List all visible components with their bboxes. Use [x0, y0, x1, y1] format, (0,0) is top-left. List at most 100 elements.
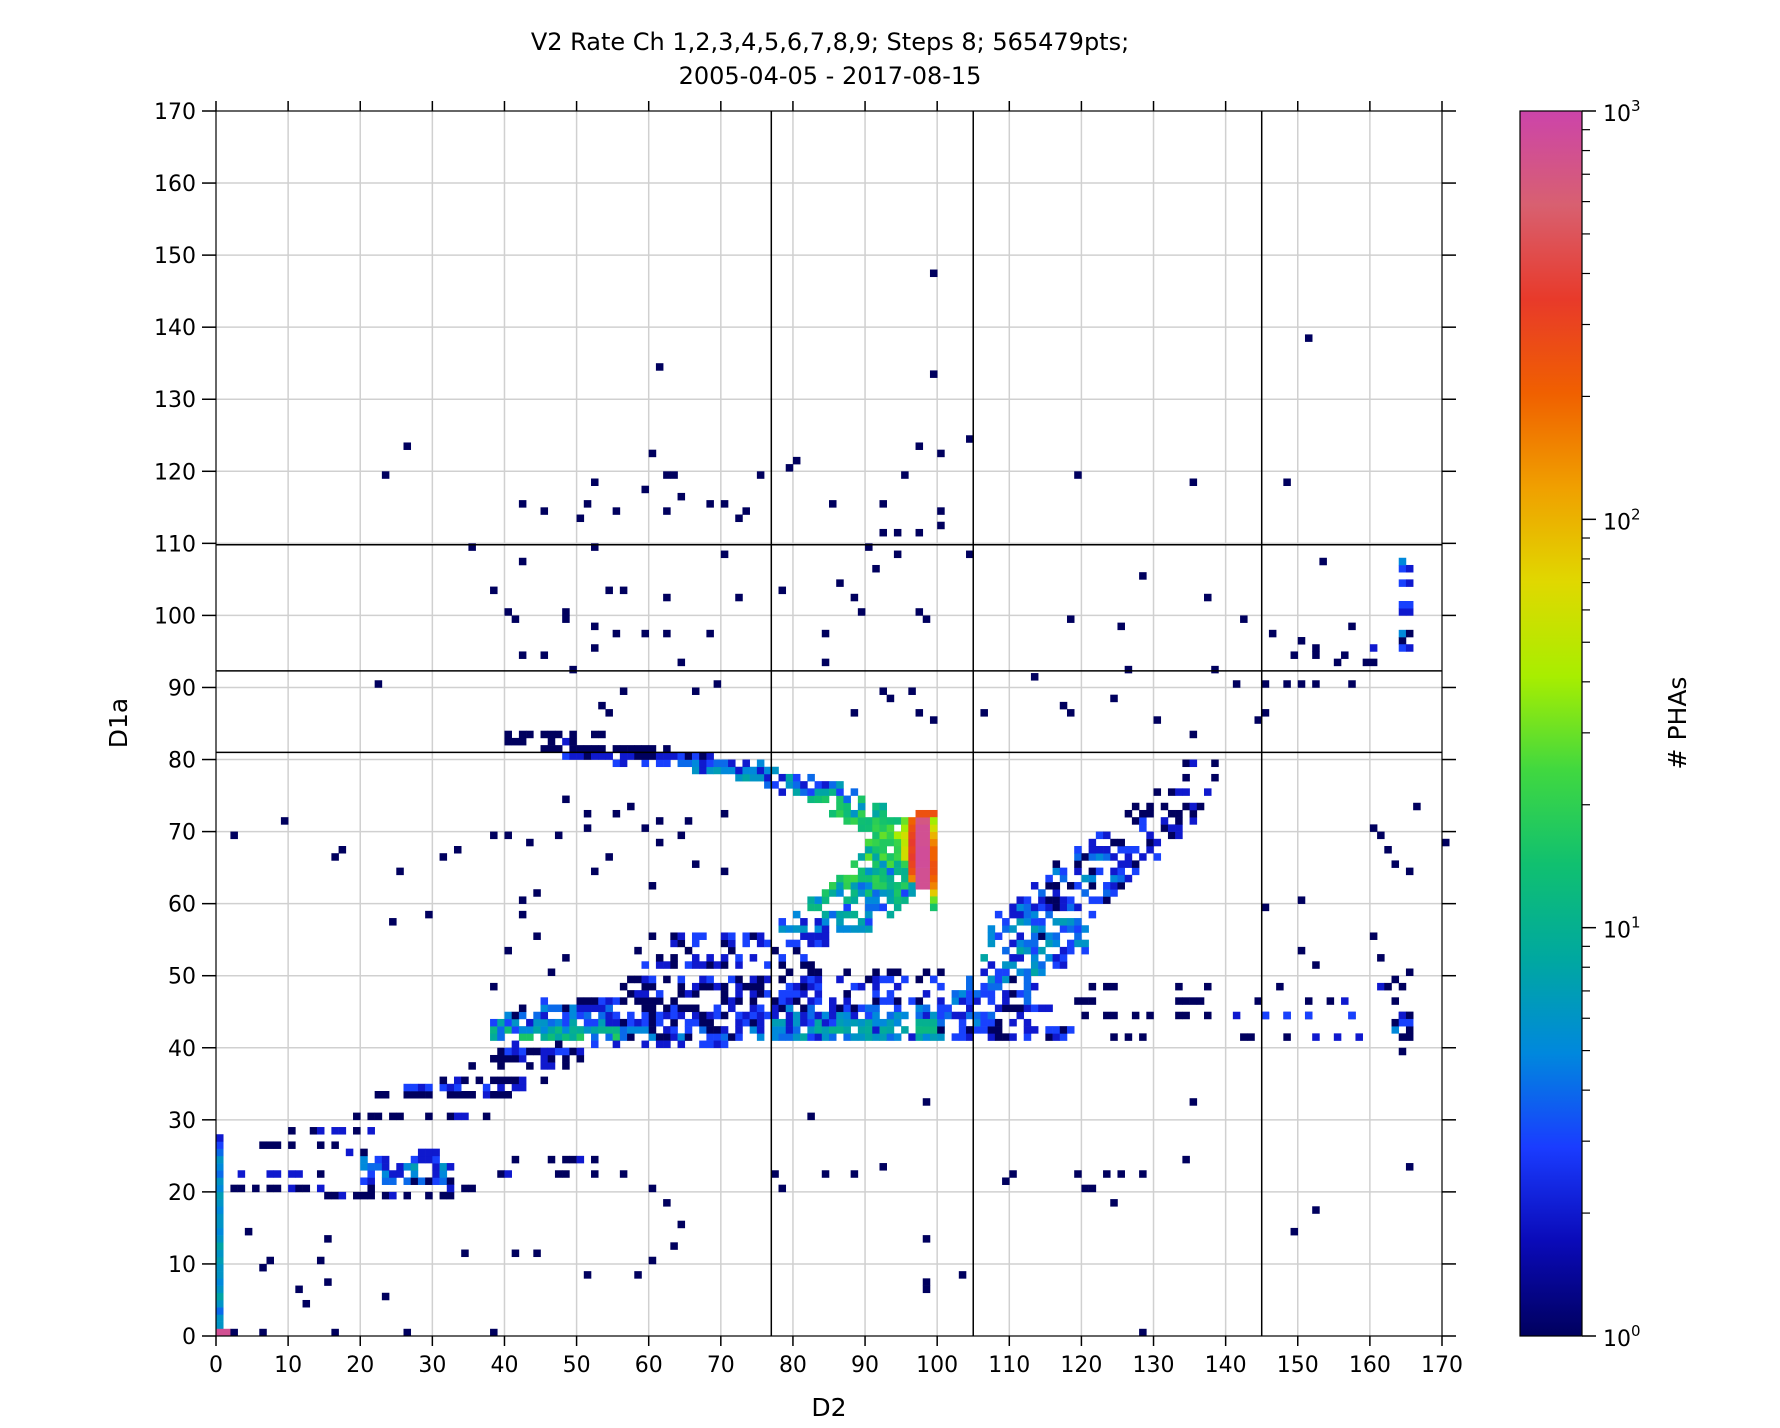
heatmap-cell — [295, 1184, 303, 1193]
heatmap-cell — [518, 730, 527, 739]
heatmap-cell — [749, 997, 758, 1005]
heatmap-cell — [497, 1026, 505, 1034]
heatmap-cell — [821, 918, 830, 926]
heatmap-cell — [836, 882, 844, 890]
heatmap-cell — [1189, 809, 1198, 818]
heatmap-cell — [785, 781, 794, 789]
heatmap-cell — [836, 910, 844, 919]
heatmap-cell — [865, 925, 873, 933]
heatmap-cell — [648, 932, 657, 940]
heatmap-cell — [850, 1033, 859, 1041]
heatmap-cell — [663, 1033, 671, 1041]
heatmap-cell — [684, 961, 693, 969]
heatmap-cell — [706, 1026, 714, 1034]
heatmap-cell — [1391, 997, 1400, 1005]
heatmap-cell — [562, 1155, 570, 1164]
heatmap-cell — [490, 831, 498, 840]
heatmap-cell — [893, 968, 902, 977]
heatmap-cell — [1103, 889, 1111, 897]
heatmap-cell — [879, 809, 887, 818]
heatmap-cell — [425, 1112, 433, 1121]
heatmap-cell — [706, 500, 714, 508]
heatmap-cell — [749, 982, 758, 991]
heatmap-cell — [728, 939, 736, 948]
heatmap-cell — [1002, 961, 1010, 969]
heatmap-cell — [814, 896, 823, 904]
heatmap-cell — [1009, 903, 1017, 912]
heatmap-cell — [540, 1054, 549, 1063]
heatmap-cell — [612, 809, 621, 818]
heatmap-cell — [771, 766, 779, 775]
heatmap-cell — [756, 982, 765, 991]
heatmap-cell — [886, 860, 895, 868]
heatmap-cell — [677, 932, 686, 940]
heatmap-cell — [324, 1191, 332, 1200]
heatmap-cell — [929, 716, 938, 724]
heatmap-cell — [865, 543, 873, 551]
x-tick-label: 50 — [563, 1353, 591, 1378]
heatmap-cell — [785, 1018, 794, 1027]
heatmap-cell — [1204, 982, 1212, 991]
heatmap-cell — [1066, 615, 1075, 623]
heatmap-cell — [699, 1040, 707, 1049]
heatmap-cell — [1398, 1047, 1407, 1056]
heatmap-cell — [994, 1033, 1003, 1041]
heatmap-cell — [886, 838, 895, 847]
heatmap-cell — [929, 889, 938, 897]
heatmap-cell — [893, 997, 902, 1005]
heatmap-cell — [598, 752, 606, 760]
heatmap-cell — [1074, 853, 1082, 861]
heatmap-cell — [764, 1011, 772, 1020]
heatmap-cell — [980, 1026, 988, 1034]
heatmap-cell — [367, 1184, 375, 1193]
heatmap-cell — [865, 838, 873, 847]
heatmap-cell — [937, 1018, 945, 1027]
heatmap-cell — [331, 1141, 339, 1149]
heatmap-cell — [699, 759, 707, 768]
heatmap-cell — [663, 759, 671, 768]
heatmap-cell — [1088, 896, 1097, 904]
heatmap-cell — [1297, 680, 1306, 688]
heatmap-cell — [720, 550, 729, 559]
heatmap-cell — [1398, 579, 1407, 587]
heatmap-cell — [504, 1076, 512, 1085]
heatmap-cell — [850, 809, 859, 818]
heatmap-cell — [879, 1026, 887, 1034]
heatmap-cell — [713, 1011, 722, 1020]
heatmap-cell — [1131, 1011, 1140, 1020]
heatmap-cell — [591, 1033, 599, 1041]
heatmap-cell — [562, 1170, 570, 1178]
heatmap-cell — [929, 846, 938, 854]
heatmap-cell — [1377, 831, 1385, 840]
heatmap-cell — [908, 846, 916, 854]
heatmap-cell — [1059, 896, 1068, 904]
heatmap-cell — [966, 997, 974, 1005]
heatmap-cell — [518, 557, 527, 566]
heatmap-cell — [908, 817, 916, 825]
heatmap-cell — [216, 1199, 224, 1207]
heatmap-cell — [800, 1018, 808, 1027]
heatmap-cell — [937, 1004, 945, 1013]
heatmap-cell — [720, 982, 729, 991]
heatmap-cell — [1002, 946, 1010, 955]
heatmap-cell — [259, 1141, 267, 1149]
heatmap-cell — [922, 1285, 931, 1294]
heatmap-cell — [547, 1026, 556, 1034]
colorbar-tick-label: 102 — [1603, 505, 1641, 535]
heatmap-cell — [1196, 997, 1205, 1005]
heatmap-cell — [526, 1026, 534, 1034]
heatmap-cell — [663, 629, 671, 638]
heatmap-cell — [987, 961, 996, 969]
heatmap-cell — [699, 932, 707, 940]
heatmap-cell — [1016, 1004, 1025, 1013]
heatmap-cell — [756, 1033, 765, 1041]
heatmap-cell — [908, 867, 916, 876]
heatmap-cell — [829, 882, 837, 890]
heatmap-cell — [951, 1011, 960, 1020]
heatmap-cell — [720, 867, 729, 876]
heatmap-cell — [814, 1011, 823, 1020]
heatmap-cell — [800, 975, 808, 984]
heatmap-cell — [915, 997, 924, 1005]
heatmap-cell — [836, 975, 844, 984]
heatmap-cell — [1009, 1033, 1017, 1041]
